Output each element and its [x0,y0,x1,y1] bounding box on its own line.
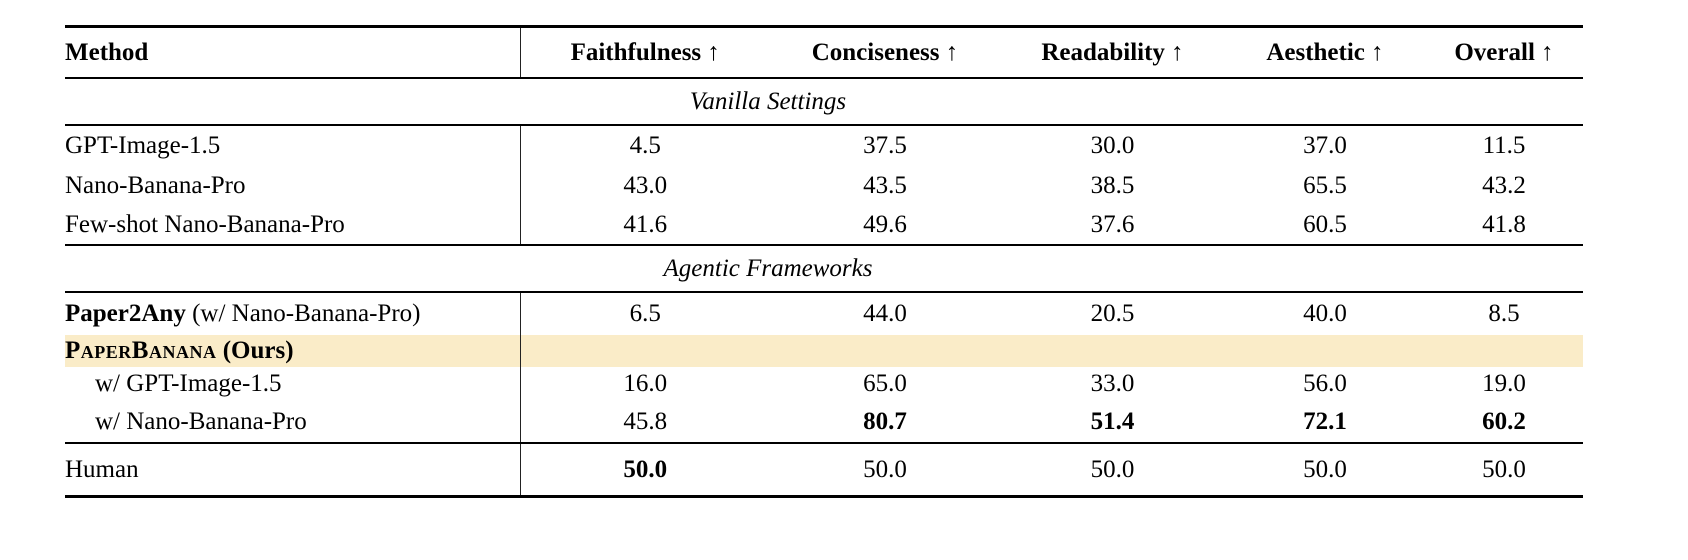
method-label: w/ Nano-Banana-Pro [65,401,521,444]
value-cell: 19.0 [1482,370,1526,397]
value-cell: 38.5 [1090,172,1135,199]
value-cell: 56.0 [1303,370,1347,397]
value-cell: 50.0 [1482,455,1526,483]
value-cell: 37.6 [1000,206,1225,246]
value-cell: 16.0 [623,370,668,397]
value-cell: 40.0 [1303,300,1347,327]
method-label: GPT-Image-1.5 [65,125,521,166]
column-header-method: Method [65,26,521,79]
value-cell [520,335,770,367]
value-cell: 50.0 [863,455,907,483]
column-header-overall: Overall ↑ [1425,26,1583,79]
value-cell: 65.0 [863,370,907,397]
method-label: Human [65,443,521,497]
value-cell: 50.0 [1303,455,1347,483]
section-header-agentic-frameworks: Agentic Frameworks [65,245,1583,293]
value-cell: 37.5 [863,132,907,159]
table-row-paperbanana-nano-banana: w/ Nano-Banana-Pro 45.8 80.7 51.4 72.1 6… [65,401,1583,444]
method-label: PaperBanana (Ours) [65,335,521,367]
value-cell: 50.0 [1090,455,1135,483]
value-cell: 30.0 [1090,132,1135,159]
value-cell: 43.5 [863,172,907,199]
table-row-paperbanana-gpt-image: w/ GPT-Image-1.5 16.0 65.0 33.0 56.0 19.… [65,367,1583,401]
value-cell-best: 60.2 [1425,401,1583,444]
column-header-conciseness: Conciseness ↑ [770,26,1000,79]
method-name-smallcaps: PaperBanana [65,337,217,364]
value-cell-best: 51.4 [1000,401,1225,444]
value-cell: 43.0 [623,172,668,199]
value-cell: 8.5 [1488,300,1520,327]
method-label: Nano-Banana-Pro [65,166,521,206]
value-cell: 41.6 [520,206,770,246]
value-cell [1225,335,1425,367]
value-cell: 41.8 [1425,206,1583,246]
value-cell [770,335,1000,367]
method-label: Few-shot Nano-Banana-Pro [65,206,521,246]
value-cell: 60.5 [1225,206,1425,246]
value-cell: 65.5 [1303,172,1347,199]
value-cell: 37.0 [1303,132,1347,159]
table-row-fewshot-nano: Few-shot Nano-Banana-Pro 41.6 49.6 37.6 … [65,206,1583,246]
column-header-faithfulness: Faithfulness ↑ [520,26,770,79]
value-cell-best: 80.7 [770,401,1000,444]
value-cell [1000,335,1225,367]
value-cell: 4.5 [629,132,661,159]
table-row-gpt-image: GPT-Image-1.5 4.5 37.5 30.0 37.0 11.5 [65,125,1583,166]
value-cell: 33.0 [1090,370,1135,397]
table-row-paper2any: Paper2Any (w/ Nano-Banana-Pro) 6.5 44.0 … [65,292,1583,335]
section-header-vanilla-settings: Vanilla Settings [65,78,1583,126]
table-row-human: Human 50.0 50.0 50.0 50.0 50.0 [65,443,1583,497]
section-title: Vanilla Settings [689,87,847,115]
value-cell: 45.8 [520,401,770,444]
method-name-suffix: (Ours) [216,337,294,364]
method-name-bold: Paper2Any [65,300,186,327]
value-cell: 43.2 [1482,172,1526,199]
value-cell [1425,335,1583,367]
column-header-aesthetic: Aesthetic ↑ [1225,26,1425,79]
value-cell: 6.5 [629,300,661,327]
method-label: Paper2Any (w/ Nano-Banana-Pro) [65,292,521,335]
value-cell: 44.0 [863,300,907,327]
value-cell: 49.6 [770,206,1000,246]
table-header-row: Method Faithfulness ↑ Conciseness ↑ Read… [65,26,1583,79]
method-name-suffix: (w/ Nano-Banana-Pro) [185,300,421,327]
value-cell-best: 72.1 [1225,401,1425,444]
section-title: Agentic Frameworks [663,254,873,282]
table-row-paperbanana-ours-highlighted: PaperBanana (Ours) [65,335,1583,367]
value-cell-best: 50.0 [623,455,668,483]
evaluation-table: Method Faithfulness ↑ Conciseness ↑ Read… [65,25,1583,498]
value-cell: 20.5 [1090,300,1135,327]
method-label: w/ GPT-Image-1.5 [65,367,521,401]
table-row-nano-banana: Nano-Banana-Pro 43.0 43.5 38.5 65.5 43.2 [65,166,1583,206]
value-cell: 11.5 [1482,132,1526,159]
column-header-readability: Readability ↑ [1000,26,1225,79]
